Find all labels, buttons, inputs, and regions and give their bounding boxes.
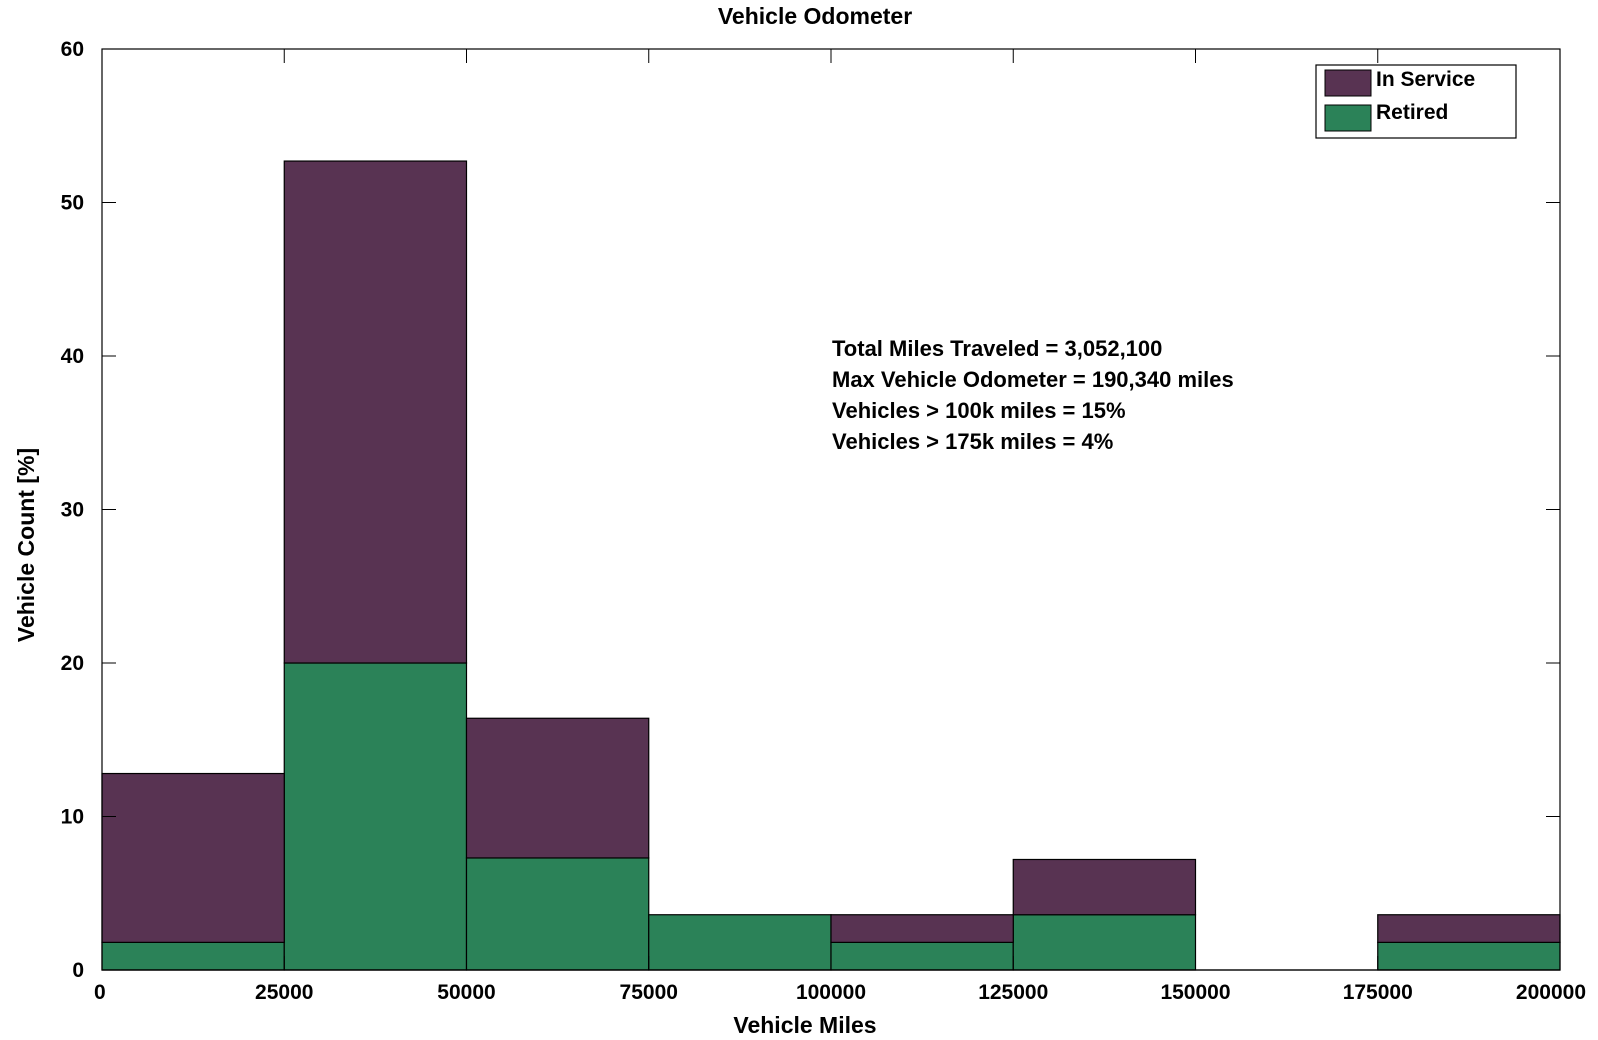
- y-axis-label: Vehicle Count [%]: [13, 448, 39, 642]
- bars-group: [101, 160, 1561, 971]
- y-tick-labels: 0 10 20 30 40 50 60: [61, 38, 84, 982]
- y-tick-label: 20: [61, 652, 84, 675]
- bar-retired-1: [283, 662, 468, 971]
- x-tick-label: 200000: [1516, 981, 1586, 1004]
- bar-in-service-1: [283, 160, 468, 664]
- legend-swatch-in-service: [1324, 69, 1372, 97]
- stats-annotations: Total Miles Traveled = 3,052,100 Max Vehi…: [832, 336, 1234, 454]
- bar-in-service-7: [1377, 914, 1561, 943]
- y-tick-label: 0: [72, 959, 84, 982]
- legend: In Service Retired: [1315, 64, 1517, 139]
- bar-retired-0: [101, 941, 285, 971]
- bar-retired-3: [648, 914, 832, 971]
- legend-label-retired: Retired: [1376, 101, 1448, 124]
- y-tick-label: 50: [61, 192, 84, 215]
- x-tick-label: 25000: [255, 981, 313, 1004]
- x-tick-label: 175000: [1343, 981, 1413, 1004]
- y-tick-label: 60: [61, 38, 84, 61]
- x-tick-labels: 0 25000 50000 75000 100000 125000 150000 175000…: [94, 981, 1586, 1004]
- legend-swatch-retired: [1324, 104, 1372, 132]
- bar-in-service-5: [1012, 858, 1197, 916]
- y-tick-label: 10: [61, 806, 84, 829]
- stats-line: Vehicles > 175k miles = 4%: [832, 429, 1113, 454]
- bar-retired-5: [1012, 914, 1197, 971]
- stats-line: Total Miles Traveled = 3,052,100: [832, 336, 1162, 361]
- bar-in-service-0: [101, 772, 285, 943]
- stats-line: Vehicles > 100k miles = 15%: [832, 398, 1126, 423]
- bar-retired-2: [465, 857, 650, 971]
- y-tick-label: 40: [61, 345, 84, 368]
- legend-label-in-service: In Service: [1376, 68, 1475, 91]
- x-tick-label: 125000: [978, 981, 1048, 1004]
- bar-in-service-4: [830, 914, 1014, 943]
- x-tick-label: 0: [94, 981, 106, 1004]
- x-axis-label: Vehicle Miles: [733, 1012, 876, 1038]
- bar-retired-4: [830, 941, 1014, 971]
- chart-title: Vehicle Odometer: [718, 3, 912, 29]
- x-tick-label: 75000: [620, 981, 678, 1004]
- bar-in-service-2: [465, 717, 650, 859]
- x-tick-label: 50000: [437, 981, 495, 1004]
- x-tick-label: 100000: [796, 981, 866, 1004]
- ticks-group: [101, 48, 1561, 971]
- y-tick-label: 30: [61, 499, 84, 522]
- x-tick-label: 150000: [1160, 981, 1230, 1004]
- bar-retired-7: [1377, 941, 1561, 971]
- stats-line: Max Vehicle Odometer = 190,340 miles: [832, 367, 1234, 392]
